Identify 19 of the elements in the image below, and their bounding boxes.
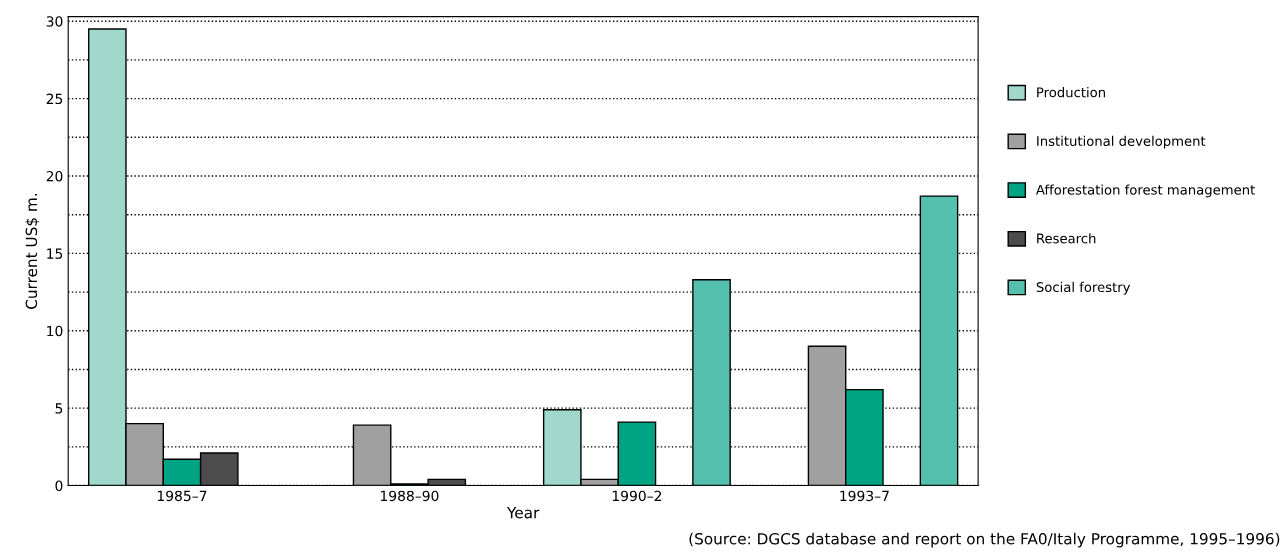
legend-label: Afforestation forest management [1036, 184, 1255, 198]
x-tick-label: 1990–2 [612, 490, 662, 502]
x-axis-title: Year [506, 507, 540, 519]
text: (Source: DGCS database and report on the FA0/Italy Programme, 1995–1996) [689, 532, 1280, 548]
y-tick-label: 10 [47, 325, 63, 337]
legend-label: Production [1037, 87, 1105, 98]
x-tick-label: 1985–7 [157, 490, 207, 502]
x-tick-label: 1988–90 [380, 490, 439, 502]
legend-label: Social forestry [1036, 281, 1131, 295]
legend-label: Research [1037, 233, 1096, 244]
y-tick-label: 30 [46, 16, 63, 27]
y-tick-label: 5 [55, 403, 63, 414]
legend-label: Institutional development [1037, 135, 1206, 149]
x-tick-label: 1993–7 [840, 490, 889, 502]
y-tick-label: 20 [46, 170, 63, 182]
y-tick-label: 15 [47, 248, 63, 259]
y-tick-label: 25 [46, 93, 63, 105]
y-tick-label: 0 [55, 480, 63, 492]
y-axis-title: Current US$ m. [25, 193, 40, 309]
